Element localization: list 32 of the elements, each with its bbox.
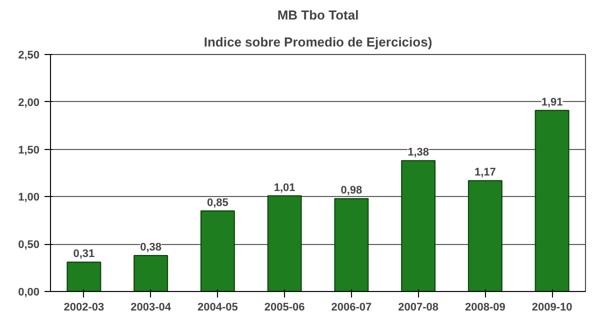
bar	[534, 110, 570, 292]
data-label: 0,31	[73, 248, 95, 260]
x-tick-label: 2006-07	[331, 302, 372, 314]
bar	[134, 254, 168, 292]
bar	[267, 195, 302, 292]
data-label: 1,01	[274, 182, 296, 194]
x-tick-label: 2008-09	[465, 302, 506, 314]
data-label: 0,85	[206, 196, 228, 209]
x-tick-label: 2007-08	[398, 302, 439, 314]
bar	[66, 262, 102, 292]
y-tick-label: 2,50	[18, 50, 40, 62]
y-tick-label: 0,50	[18, 239, 40, 252]
data-label: 0,38	[140, 241, 162, 254]
y-tick-label: 2,00	[18, 96, 40, 109]
chart-subtitle: Indice sobre Promedio de Ejercicios)	[204, 34, 432, 50]
data-label: 1,91	[541, 96, 563, 108]
data-label: 1,38	[408, 146, 430, 159]
data-label: 1,17	[474, 166, 496, 179]
x-tick-label: 2003-04	[130, 302, 172, 314]
bar	[334, 198, 369, 292]
data-label: 0,98	[340, 184, 362, 197]
y-tick-label: 1,50	[18, 144, 40, 156]
y-tick-label: 0,00	[18, 286, 40, 298]
bar	[200, 210, 235, 292]
x-tick-label: 2004-05	[198, 302, 238, 314]
x-tick-label: 2009-10	[532, 302, 572, 314]
y-tick-label: 1,00	[18, 192, 40, 204]
bar	[468, 180, 502, 292]
bar	[401, 160, 436, 292]
x-tick-label: 2002-03	[64, 302, 104, 314]
x-tick-label: 2005-06	[264, 302, 305, 314]
chart-title: MB Tbo Total	[277, 8, 359, 22]
